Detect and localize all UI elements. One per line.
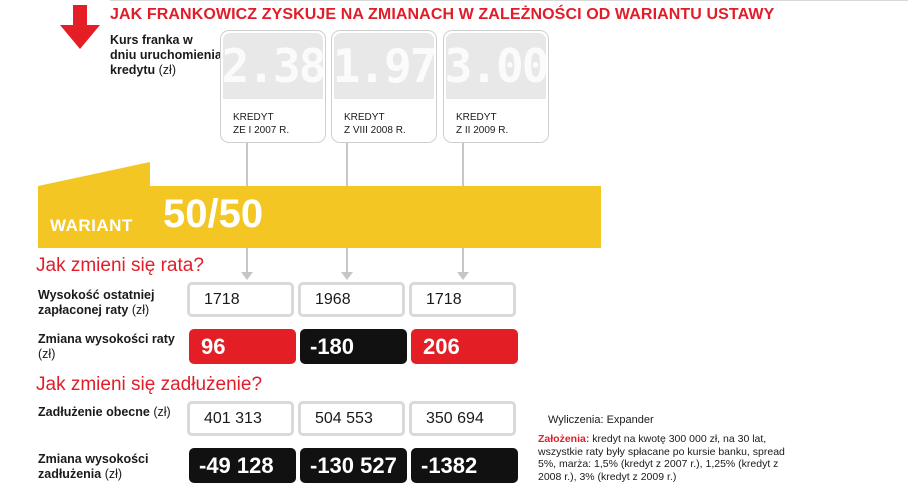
current-debt-cell: 504 553 [298,401,405,436]
loan-caption: KREDYT ZE I 2007 R. [233,111,289,137]
variant-banner: WARIANT 50/50 [38,186,601,248]
variant-label: WARIANT [50,216,133,235]
connector-arrowhead [457,272,469,280]
loan-caption-line1: KREDYT [233,112,274,123]
row-label-last-rate: Wysokość ostatniej zapłaconej raty (zł) [38,288,183,318]
exchange-rate-label: Kurs franka w dniu uruchomienia kredytu … [110,33,222,78]
rate-change-cell: 96 [189,329,296,364]
row-label-unit: (zł) [38,347,56,361]
exchange-rate-value: 2.38 [222,33,326,99]
row-label-current-debt: Zadłużenie obecne (zł) [38,405,183,420]
loan-card-2009: 3.00 KREDYT Z II 2009 R. [443,30,549,143]
section-debt-heading: Jak zmieni się zadłużenie? [36,374,263,395]
loan-caption: KREDYT Z VIII 2008 R. [344,111,406,137]
current-debt-cell: 350 694 [409,401,516,436]
rate-change-cell: -180 [300,329,407,364]
row-label-unit: (zł) [104,467,123,481]
last-rate-cell: 1718 [187,282,294,317]
loan-caption: KREDYT Z II 2009 R. [456,111,508,137]
row-label-text: Zadłużenie obecne [38,405,150,419]
banner-tab [38,162,150,187]
row-label-unit: (zł) [153,405,171,419]
current-debt-cell: 401 313 [187,401,294,436]
row-label-text: Zmiana wysokości raty [38,332,175,346]
loan-caption-line1: KREDYT [344,112,385,123]
debt-change-cell: -1382 [411,448,518,483]
loan-caption-line2: Z II 2009 R. [456,125,509,136]
loan-card-2007: 2.38 KREDYT ZE I 2007 R. [220,30,326,143]
loan-caption-line2: ZE I 2007 R. [233,125,290,136]
loan-card-2008: 1.97 KREDYT Z VIII 2008 R. [331,30,437,143]
exchange-rate-label-text: Kurs franka w dniu uruchomienia kredytu [110,33,222,77]
row-label-text: Zmiana wysokości zadłużenia [38,452,149,481]
loan-caption-line1: KREDYT [456,112,497,123]
row-label-debt-change: Zmiana wysokości zadłużenia (zł) [38,452,183,482]
debt-change-cell: -130 527 [300,448,407,483]
variant-value: 50/50 [163,192,264,236]
assumptions-label: Założenia: [538,433,590,445]
last-rate-cell: 1718 [409,282,516,317]
row-label-text: Wysokość ostatniej zapłaconej raty [38,288,155,317]
page-title: JAK FRANKOWICZ ZYSKUJE NA ZMIANACH W ZAL… [110,6,775,23]
source-note: Wyliczenia: Expander [548,414,654,426]
section-rate-heading: Jak zmieni się rata? [36,255,204,276]
loan-caption-line2: Z VIII 2008 R. [344,125,406,136]
assumptions-text: kredyt na kwotę 300 000 zł, na 30 lat, w… [538,433,785,483]
debt-change-cell: -49 128 [189,448,296,483]
rate-change-cell: 206 [411,329,518,364]
exchange-rate-label-unit: (zł) [158,63,176,77]
last-rate-cell: 1968 [298,282,405,317]
row-label-rate-change: Zmiana wysokości raty (zł) [38,332,183,362]
exchange-rate-value: 1.97 [333,33,437,99]
top-rule [110,0,908,1]
row-label-unit: (zł) [131,303,150,317]
arrow-down-icon [60,5,100,49]
connector-arrowhead [341,272,353,280]
connector-arrowhead [241,272,253,280]
exchange-rate-value: 3.00 [445,33,549,99]
assumptions-note: Założenia: kredyt na kwotę 300 000 zł, n… [538,433,788,483]
